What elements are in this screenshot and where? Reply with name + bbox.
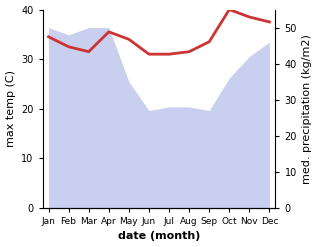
Y-axis label: med. precipitation (kg/m2): med. precipitation (kg/m2) [302, 34, 313, 184]
Y-axis label: max temp (C): max temp (C) [5, 70, 16, 147]
X-axis label: date (month): date (month) [118, 231, 200, 242]
